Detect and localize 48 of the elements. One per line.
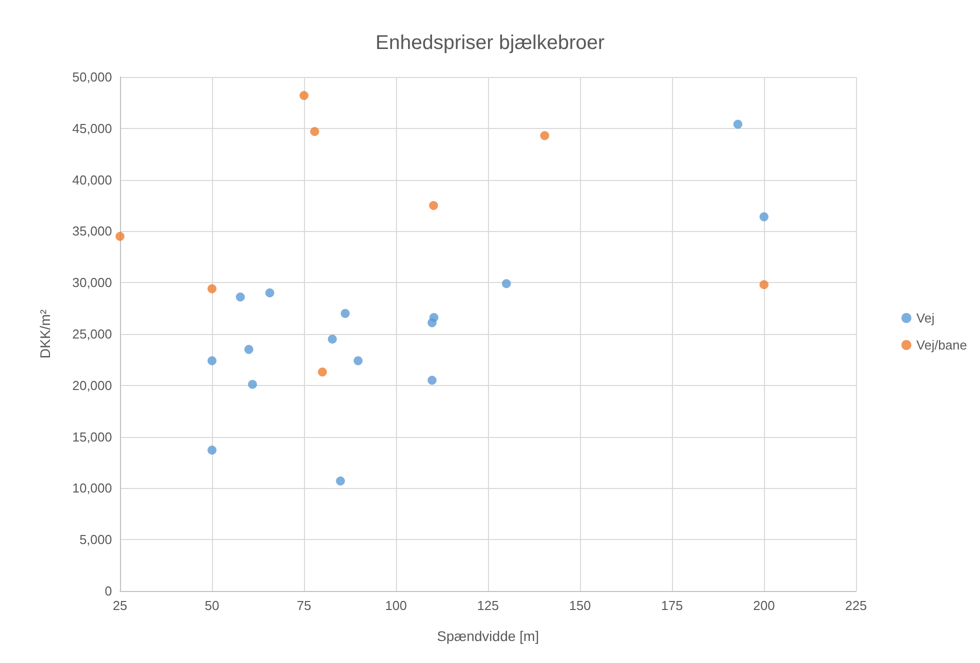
point [354,356,363,366]
point [310,126,320,136]
point [733,120,742,129]
x-tick-label: 200 [753,598,775,613]
y-tick-label: 20,000 [72,378,112,393]
y-tick-label: 30,000 [72,275,112,290]
point [248,380,257,389]
x-tick-label: 225 [845,598,867,613]
x-axis-title: Spændvidde [m] [437,628,539,644]
point [428,376,437,385]
point [328,334,337,344]
point [208,446,216,455]
point [244,344,254,354]
y-tick-label: 10,000 [72,480,112,496]
legend-label: Vej/bane [916,338,968,352]
point [318,368,327,377]
point [265,288,274,298]
y-tick-label: 40,000 [72,172,112,188]
y-tick-label: 35,000 [72,224,112,239]
y-tick-label: 15,000 [72,429,112,444]
point [300,91,308,100]
x-tick-label: 100 [385,598,407,613]
y-tick-label: 25,000 [72,326,112,342]
y-tick-label: 45,000 [72,120,112,136]
point [208,356,216,366]
point [336,476,345,486]
point [340,308,350,318]
x-tick-label: 50 [204,598,220,613]
x-tick-label: 125 [477,598,499,613]
point [502,279,511,288]
point [116,232,124,241]
point [540,131,550,140]
point [760,280,768,290]
x-tick-label: 25 [112,598,128,613]
chart-title: Enhedspriser bjælkebroer [375,32,605,54]
y-tick-label: 5,000 [79,532,112,548]
y-tick-label: 0 [104,584,112,598]
x-tick-label: 75 [296,598,312,613]
point [760,212,768,222]
point [236,292,245,302]
y-axis-title: DKK/m² [37,309,53,358]
point [208,284,216,294]
point [429,201,438,210]
x-tick-label: 150 [569,598,591,613]
x-tick-label: 175 [661,598,683,613]
point [428,318,437,328]
y-tick-label: 50,000 [72,70,112,84]
legend-label: Vej [916,310,935,326]
